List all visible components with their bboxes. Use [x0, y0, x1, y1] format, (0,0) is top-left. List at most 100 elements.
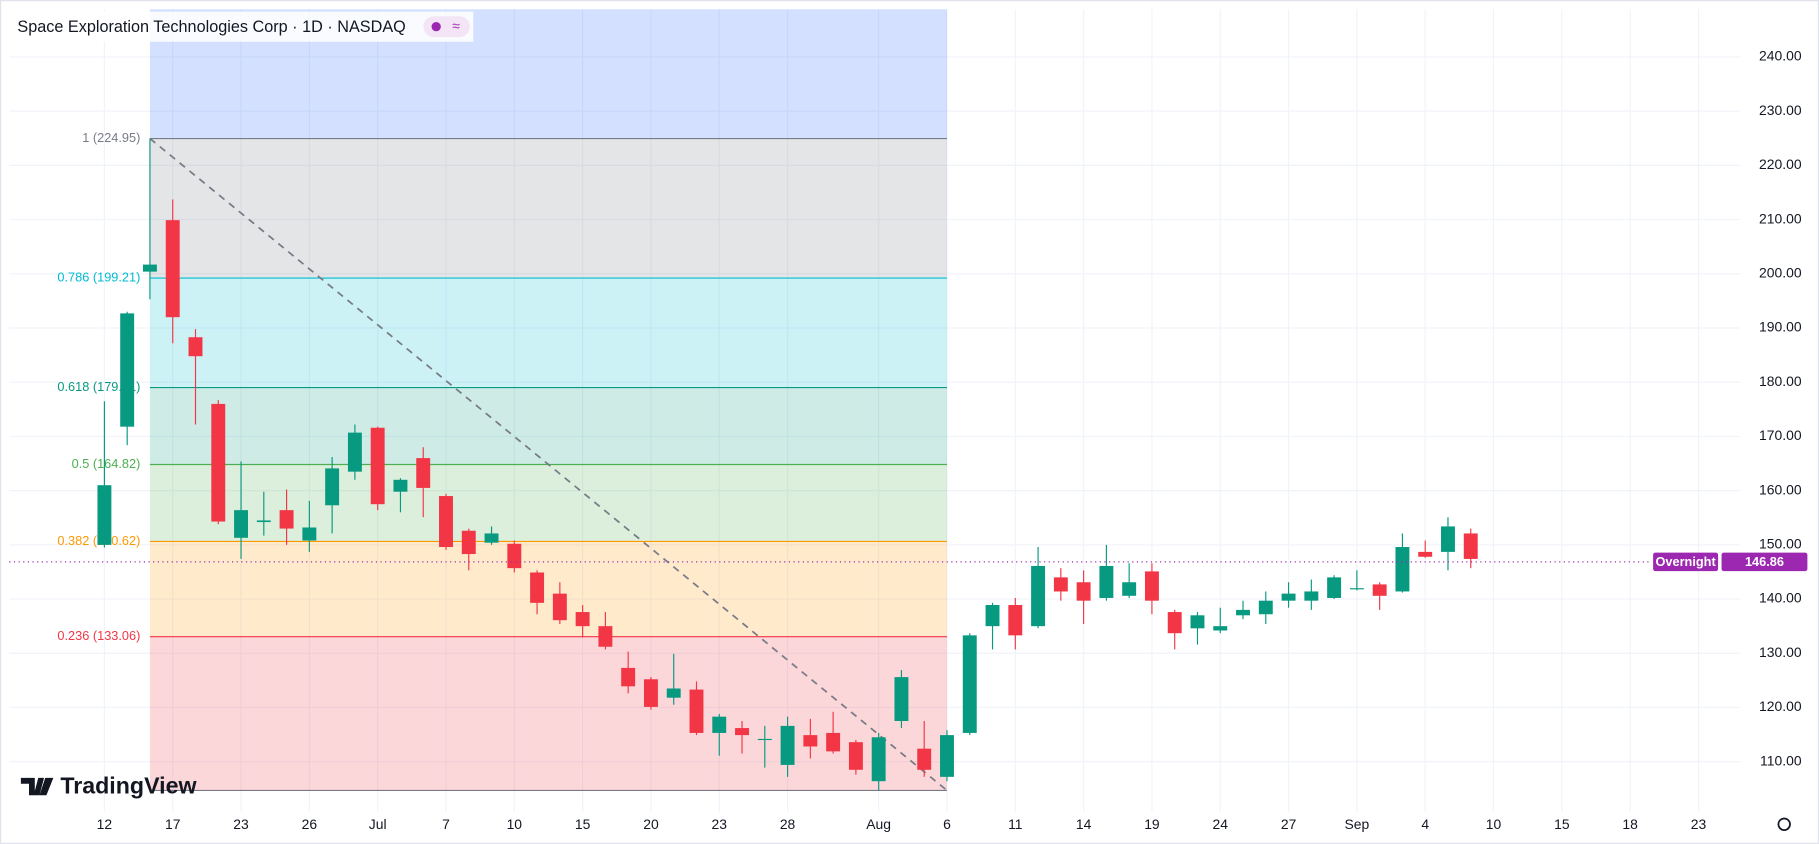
- x-tick-label: 27: [1281, 816, 1297, 832]
- candle-body: [1031, 565, 1046, 627]
- candle-body: [1167, 612, 1182, 634]
- x-tick-label: 15: [1554, 816, 1570, 832]
- candle-body: [461, 530, 476, 555]
- candle-body: [1213, 626, 1228, 631]
- x-tick-label: 12: [97, 816, 113, 832]
- candle-body: [1395, 547, 1410, 592]
- candle-body: [689, 689, 704, 733]
- x-tick-label: 11: [1008, 816, 1023, 832]
- y-tick-label: 110.00: [1760, 752, 1802, 768]
- candle-body: [325, 468, 340, 506]
- candle-body: [1327, 577, 1342, 598]
- candle-body: [894, 677, 909, 722]
- last-price-tag-bg: [1653, 552, 1719, 572]
- y-tick-label: 130.00: [1759, 644, 1802, 660]
- x-tick-label: 18: [1622, 816, 1638, 832]
- x-tick-label: 6: [943, 816, 951, 832]
- candle-body: [1304, 591, 1319, 601]
- x-tick-label: Sep: [1345, 816, 1370, 832]
- y-tick-label: 160.00: [1759, 481, 1802, 497]
- y-tick-label: 220.00: [1759, 156, 1802, 172]
- candle-body: [1463, 533, 1478, 559]
- y-tick-label: 150.00: [1759, 536, 1802, 552]
- x-tick-label: 15: [575, 816, 591, 832]
- x-tick-label: 10: [507, 816, 523, 832]
- candle-body: [985, 605, 1000, 627]
- x-tick-label: 4: [1421, 816, 1429, 832]
- candle-body: [1418, 551, 1433, 557]
- candle-body: [439, 496, 453, 548]
- candle-body: [621, 667, 636, 687]
- session-wave: ≈: [452, 17, 460, 33]
- x-tick-label: 26: [302, 816, 318, 832]
- x-tick-label: 19: [1144, 816, 1160, 832]
- candle-body: [643, 679, 658, 707]
- last-price-tag: Overnight: [1655, 554, 1716, 569]
- fib-label: 0.5 (164.82): [72, 456, 141, 471]
- candle-body: [712, 716, 727, 733]
- candle-body: [757, 738, 772, 741]
- candle-body: [803, 735, 818, 747]
- candle-body: [917, 748, 932, 770]
- y-tick-label: 240.00: [1759, 48, 1802, 64]
- x-tick-label: 17: [165, 816, 181, 832]
- x-tick-label: 24: [1213, 816, 1229, 832]
- y-tick-label: 190.00: [1759, 319, 1802, 335]
- candle-body: [1099, 565, 1114, 598]
- x-tick-label: Jul: [369, 816, 387, 832]
- candle-body: [279, 510, 294, 529]
- candle-body: [142, 264, 157, 272]
- settings-button[interactable]: [1777, 817, 1791, 831]
- candle-body: [598, 626, 613, 647]
- candle-body: [1008, 605, 1023, 636]
- fib-label: 0.786 (199.21): [57, 269, 140, 284]
- last-price-value-bg: [1721, 552, 1808, 572]
- fib-zone: [149, 278, 947, 388]
- x-tick-label: 23: [712, 816, 728, 832]
- candle-body: [256, 520, 271, 523]
- x-tick-label: 20: [643, 816, 659, 832]
- chart-title: Space Exploration Technologies Corp · 1D…: [17, 18, 405, 36]
- candle-body: [666, 688, 681, 698]
- candle-body: [484, 533, 499, 543]
- fib-zone: [149, 541, 947, 637]
- x-tick-label: 14: [1076, 816, 1092, 832]
- candle-body: [1258, 600, 1273, 615]
- candle-body: [234, 510, 249, 538]
- candle-body: [393, 479, 408, 492]
- session-pill: [423, 16, 470, 38]
- candle-body: [552, 593, 567, 621]
- candle-body: [530, 572, 545, 603]
- fib-zone: [149, 636, 947, 791]
- x-tick-label: 23: [233, 816, 249, 832]
- candle-body: [211, 403, 226, 522]
- candle-body: [1053, 577, 1068, 592]
- x-tick-label: 10: [1486, 816, 1502, 832]
- title-bg: [9, 11, 474, 42]
- candle-body: [1236, 609, 1250, 616]
- brand-mark: [20, 777, 54, 796]
- fib-label: 0.236 (133.06): [57, 628, 140, 643]
- candle-body: [188, 337, 203, 357]
- fib-trend-line: [149, 137, 948, 792]
- session-icon: [431, 22, 441, 32]
- x-tick-label: 23: [1691, 816, 1707, 832]
- y-tick-label: 180.00: [1759, 373, 1802, 389]
- x-tick-label: 28: [780, 816, 796, 832]
- candle-body: [1349, 588, 1364, 590]
- candle-body: [347, 432, 362, 472]
- candle-body: [871, 737, 886, 782]
- candle-body: [120, 313, 135, 427]
- y-tick-label: 200.00: [1759, 264, 1802, 280]
- candle-body: [1076, 582, 1091, 601]
- candle-body: [165, 220, 180, 318]
- candle-body: [848, 742, 863, 770]
- candle-body: [1190, 615, 1205, 629]
- candle-body: [1372, 584, 1387, 596]
- candle-body: [1281, 593, 1296, 601]
- candle-body: [1144, 571, 1159, 601]
- y-tick-label: 230.00: [1759, 102, 1802, 118]
- candle-body: [780, 725, 795, 765]
